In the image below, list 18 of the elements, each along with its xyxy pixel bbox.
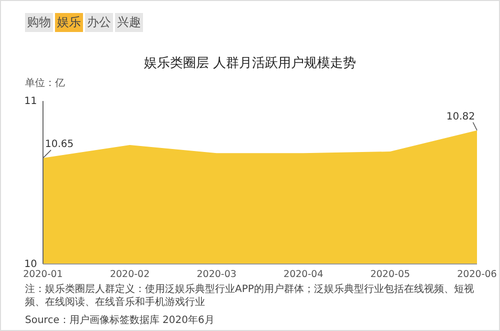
x-tick-label: 2020-04 bbox=[284, 269, 324, 280]
y-tick-label: 10 bbox=[24, 259, 37, 270]
y-axis-title: 单位：亿 bbox=[25, 76, 65, 90]
text: 娱乐 bbox=[55, 13, 83, 32]
x-tick-label: 2020-05 bbox=[370, 269, 410, 280]
source-note: Source：用户画像标签数据库 2020年6月 bbox=[25, 314, 214, 327]
text: 注：娱乐类圈层人群定义：使用泛娱乐典型行业APP的用户群体；泛娱乐典型行业包括在线视频、短视频、在线阅读、在线音乐和手机游戏行业 bbox=[25, 283, 475, 309]
y-tick-label: 11 bbox=[24, 96, 37, 107]
x-tick-label: 2020-02 bbox=[110, 269, 150, 280]
chart-title: 娱乐类圈层 人群月活跃用户规模走势 bbox=[142, 55, 358, 72]
text: 办公 bbox=[85, 13, 113, 32]
data-label: 10.82 bbox=[446, 111, 475, 122]
text: 购物 bbox=[25, 13, 53, 32]
x-tick-label: 2020-03 bbox=[196, 269, 236, 280]
x-tick-label: 2020-06 bbox=[457, 269, 497, 280]
data-label: 10.65 bbox=[45, 139, 74, 150]
x-tick-label: 2020-01 bbox=[23, 269, 63, 280]
text: 兴趣 bbox=[115, 13, 143, 32]
